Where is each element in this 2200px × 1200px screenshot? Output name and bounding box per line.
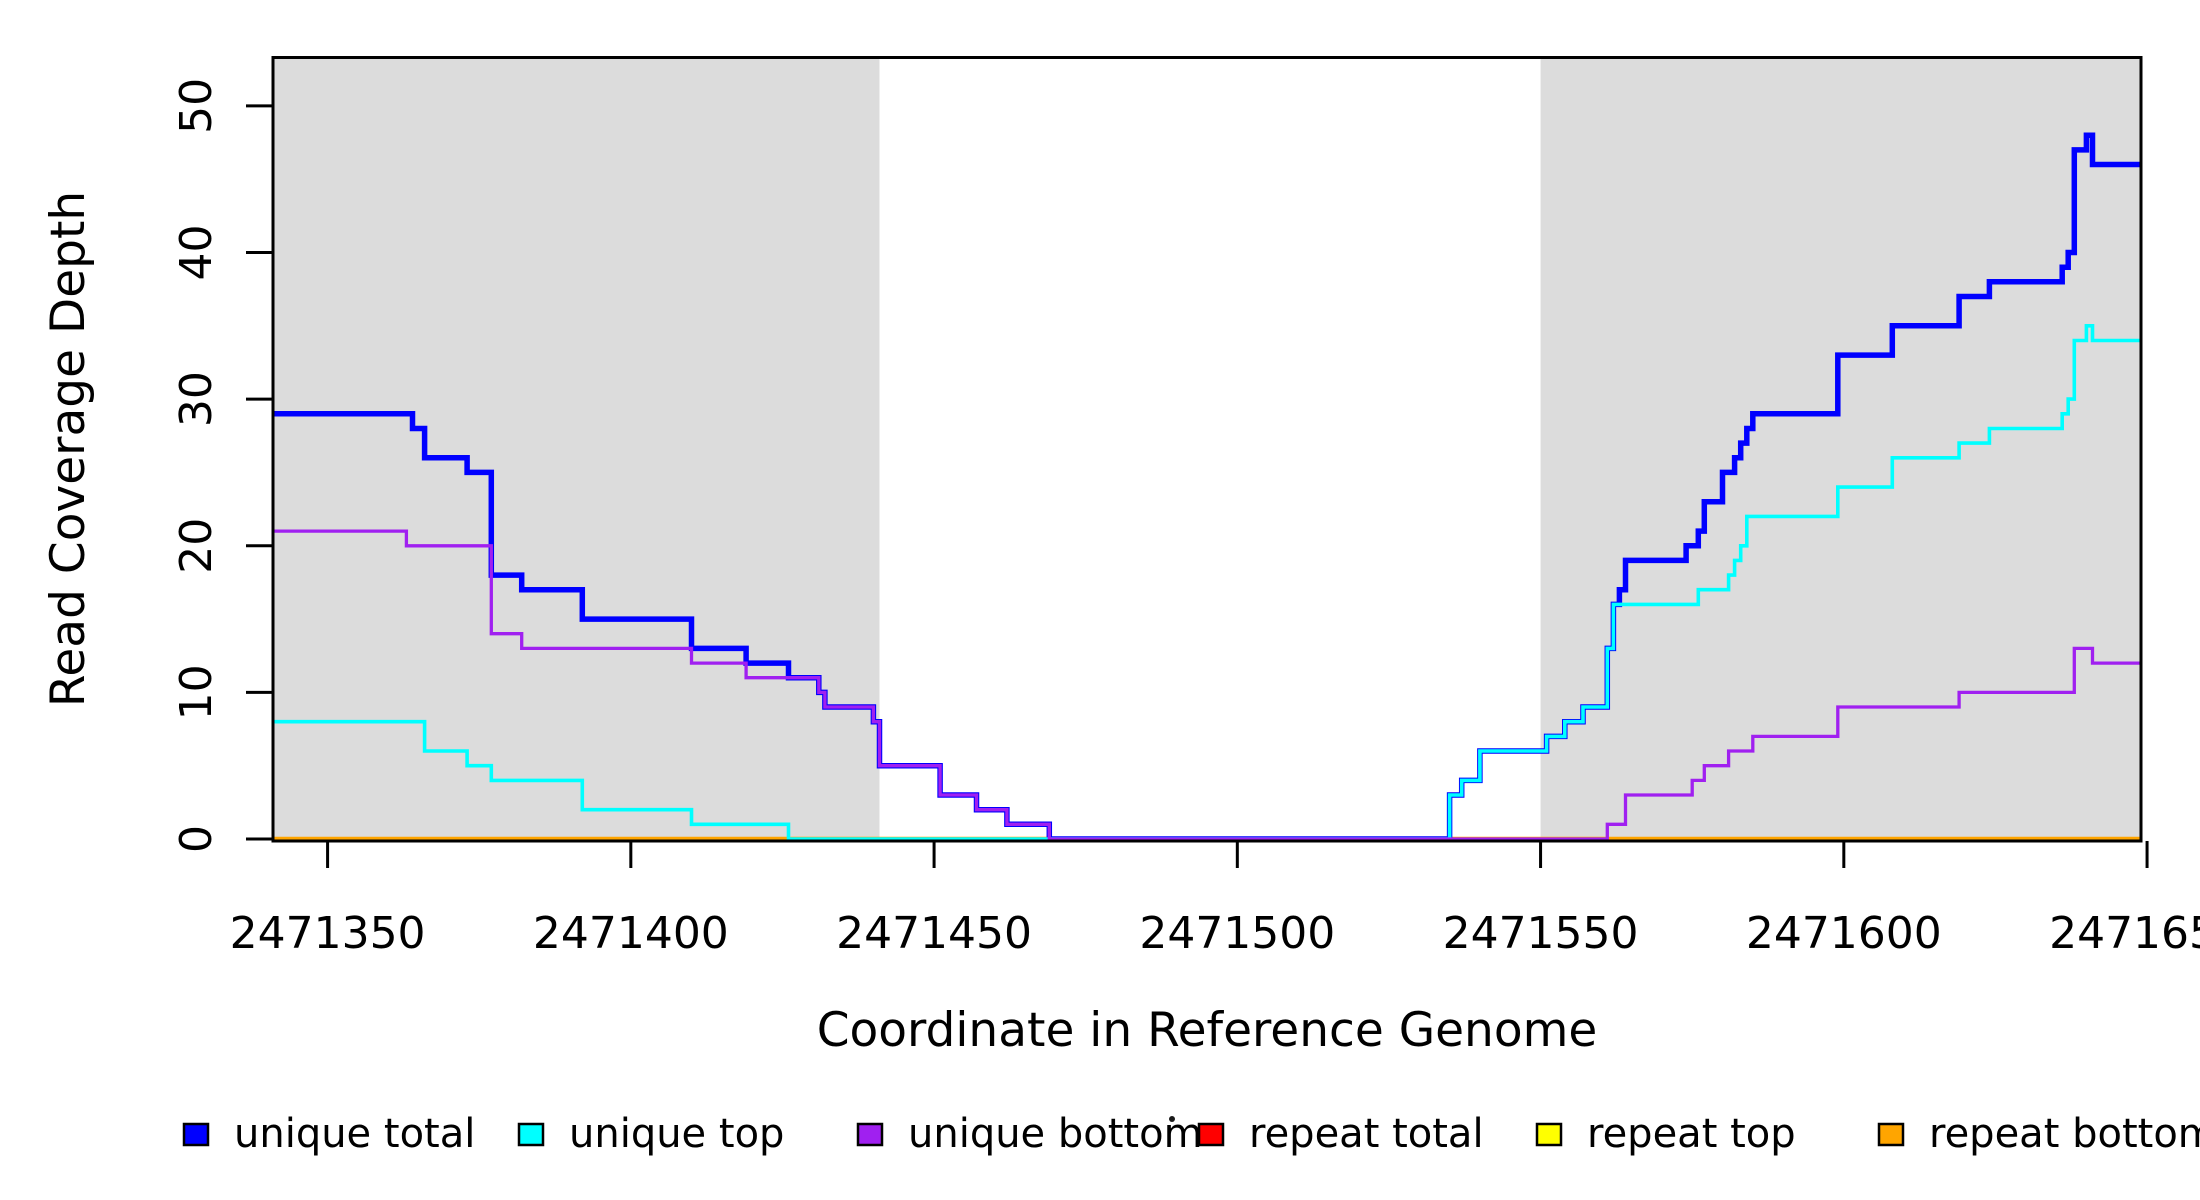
x-axis-group: 2471350 2471400 2471450 2471500 2471550 24716… — [230, 841, 2200, 959]
y-axis-group: 0 10 20 30 40 50 — [171, 78, 272, 853]
y-tick-label: 30 — [171, 371, 222, 427]
y-tick-label: 20 — [171, 518, 222, 574]
series-line-unique-top — [273, 324, 2141, 841]
right-gray-region — [1540, 59, 2141, 841]
legend-label-repeat-total: repeat total — [1249, 1111, 1484, 1157]
legend-swatch-repeat-top — [1535, 1122, 1563, 1147]
legend-group: unique total unique top unique bottom repea… — [182, 1111, 2200, 1157]
x-tick-label: 2471600 — [1746, 908, 1942, 959]
legend-swatch-unique-top — [517, 1122, 545, 1147]
legend-label-unique-bottom: unique bottom — [908, 1111, 1203, 1157]
x-tick-label: 2471650 — [2049, 908, 2200, 959]
x-tick-label: 2471500 — [1139, 908, 1335, 959]
x-tick-label: 2471400 — [533, 908, 729, 959]
legend-label-unique-top: unique top — [569, 1111, 784, 1157]
legend-swatch-repeat-total — [1197, 1122, 1225, 1147]
y-tick-label: 40 — [171, 225, 222, 281]
series-line-unique-bottom — [273, 529, 2141, 841]
legend-swatch-unique-total — [182, 1122, 210, 1147]
legend-label-unique-total: unique total — [234, 1111, 475, 1157]
x-tick-label: 2471350 — [230, 908, 426, 959]
legend-swatch-unique-bottom — [856, 1122, 884, 1147]
legend-label-repeat-top: repeat top — [1587, 1111, 1796, 1157]
left-gray-region — [273, 59, 880, 841]
y-axis-title: Read Coverage Depth — [41, 191, 96, 707]
legend-label-repeat-bottom: repeat bottom — [1929, 1111, 2200, 1157]
legend-swatch-repeat-bottom — [1877, 1122, 1905, 1147]
y-tick-label: 10 — [171, 664, 222, 720]
y-tick-label: 50 — [171, 78, 222, 134]
plot-box-group — [271, 56, 2143, 843]
x-tick-label: 2471450 — [836, 908, 1032, 959]
y-tick-label: 0 — [171, 825, 222, 853]
x-tick-label: 2471550 — [1443, 908, 1639, 959]
series-lines-group — [273, 132, 2141, 842]
stray-mark — [1169, 1116, 1175, 1122]
plot-box — [271, 56, 2143, 843]
x-axis-title: Coordinate in Reference Genome — [817, 1003, 1598, 1058]
shaded-regions-group — [273, 59, 2141, 841]
